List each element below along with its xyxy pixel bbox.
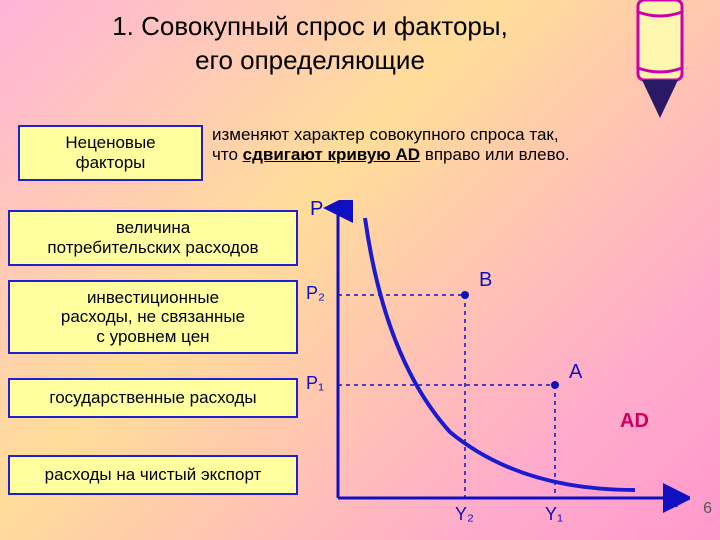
title-block: 1. Совокупный спрос и факторы, его опред… bbox=[20, 10, 600, 78]
crayon-icon bbox=[620, 0, 700, 120]
box-net-export: расходы на чистый экспорт bbox=[8, 455, 298, 495]
title-line-2: его определяющие bbox=[20, 44, 600, 78]
slide-number: 6 bbox=[703, 500, 712, 518]
box-label: государственные расходы bbox=[49, 388, 256, 408]
tick-label-p2: P₂ bbox=[306, 283, 325, 304]
factors-description: изменяют характер совокупного спроса так… bbox=[212, 125, 570, 166]
desc-line2c: вправо или влево. bbox=[420, 145, 570, 164]
tick-label-p1: P₁ bbox=[306, 373, 324, 394]
box-label: инвестиционные расходы, не связанные с у… bbox=[61, 288, 245, 347]
axis-label-p: P bbox=[310, 198, 323, 221]
box-label: расходы на чистый экспорт bbox=[45, 465, 262, 485]
point-label-b: B bbox=[479, 269, 492, 292]
box-consumer-expenses: величина потребительских расходов bbox=[8, 210, 298, 266]
axis-label-y: Y bbox=[670, 490, 683, 513]
title-line-1: 1. Совокупный спрос и факторы, bbox=[20, 10, 600, 44]
box-label: величина потребительских расходов bbox=[47, 218, 258, 257]
desc-line2a: что bbox=[212, 145, 243, 164]
tick-label-y1: Y₁ bbox=[545, 504, 563, 525]
ad-curve-chart: P Y P₂ P₁ Y₂ Y₁ B A AD bbox=[290, 200, 690, 520]
tick-label-y2: Y₂ bbox=[455, 504, 474, 525]
box-nonprice-factors: Неценовые факторы bbox=[18, 125, 203, 181]
desc-emphasis: сдвигают кривую AD bbox=[243, 145, 420, 164]
point-label-a: A bbox=[569, 361, 582, 384]
desc-line1: изменяют характер совокупного спроса так… bbox=[212, 125, 559, 144]
curve-label-ad: AD bbox=[620, 410, 649, 433]
box-label: Неценовые факторы bbox=[65, 133, 155, 172]
box-investment-expenses: инвестиционные расходы, не связанные с у… bbox=[8, 280, 298, 354]
box-government-expenses: государственные расходы bbox=[8, 378, 298, 418]
